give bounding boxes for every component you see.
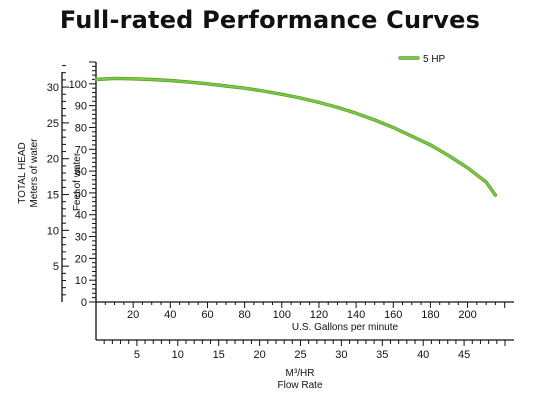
- feet-tick-label: 10: [75, 275, 87, 287]
- feet-tick-label: 70: [75, 144, 87, 156]
- meters-tick-label: 5: [53, 261, 59, 273]
- m3hr-tick-label: 35: [376, 349, 388, 361]
- feet-tick-label: 100: [69, 79, 87, 91]
- m3hr-axis-label: M³/HR: [286, 368, 315, 379]
- gallons-axis-label: U.S. Gallons per minute: [292, 322, 399, 333]
- gallons-tick-label: 160: [384, 309, 402, 321]
- meters-tick-label: 10: [47, 225, 59, 237]
- gallons-tick-label: 180: [421, 309, 439, 321]
- feet-tick-label: 50: [75, 188, 87, 200]
- legend-label-5hp: 5 HP: [423, 54, 446, 65]
- feet-axis-label: Feet of water: [72, 152, 83, 211]
- m3hr-tick-label: 20: [253, 349, 265, 361]
- meters-axis-label: TOTAL HEAD: [17, 142, 28, 204]
- flow-rate-label: Flow Rate: [277, 380, 322, 391]
- gallons-tick-label: 60: [201, 309, 213, 321]
- feet-tick-label: 0: [81, 297, 87, 309]
- m3hr-tick-label: 40: [417, 349, 429, 361]
- gallons-tick-label: 200: [458, 309, 476, 321]
- feet-tick-label: 30: [75, 232, 87, 244]
- feet-tick-label: 90: [75, 101, 87, 113]
- m3hr-tick-label: 10: [172, 349, 184, 361]
- feet-tick-label: 40: [75, 210, 87, 222]
- meters-tick-label: 30: [47, 82, 59, 94]
- feet-tick-label: 20: [75, 253, 87, 265]
- gallons-tick-label: 120: [310, 309, 328, 321]
- meters-tick-label: 25: [47, 118, 59, 130]
- meters-tick-label: 15: [47, 190, 59, 202]
- chart-title: Full-rated Performance Curves: [59, 6, 481, 34]
- m3hr-tick-label: 15: [213, 349, 225, 361]
- series-line-5hp: [95, 77, 497, 197]
- feet-tick-label: 60: [75, 166, 87, 178]
- m3hr-tick-label: 25: [294, 349, 306, 361]
- m3hr-tick-label: 5: [134, 349, 140, 361]
- gallons-tick-label: 80: [238, 309, 250, 321]
- gallons-tick-label: 20: [127, 309, 139, 321]
- series-line-outline: [94, 76, 498, 197]
- gallons-tick-label: 100: [273, 309, 291, 321]
- gallons-tick-label: 140: [347, 309, 365, 321]
- feet-tick-label: 80: [75, 122, 87, 134]
- m3hr-tick-label: 30: [335, 349, 347, 361]
- meters-axis-sublabel: Meters of water: [29, 138, 40, 208]
- meters-tick-label: 20: [47, 154, 59, 166]
- gallons-tick-label: 40: [164, 309, 176, 321]
- m3hr-tick-label: 45: [458, 349, 470, 361]
